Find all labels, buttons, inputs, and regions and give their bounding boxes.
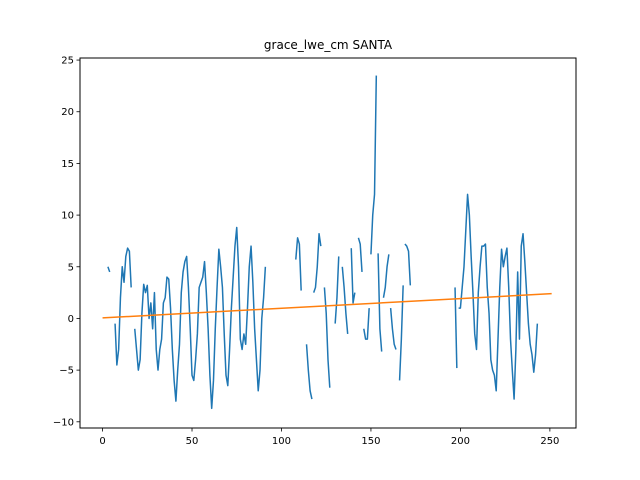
series-line-segment-5	[312, 232, 322, 293]
x-tick-label: 0	[99, 436, 105, 447]
y-tick-label: 10	[61, 211, 74, 222]
series-line-segment-10	[357, 237, 363, 272]
series-line-segment-2	[134, 226, 267, 410]
series-line-segment-12	[370, 75, 378, 255]
x-tick-label: 100	[272, 436, 291, 447]
y-axis: −10 −5 0 5 10 15 20 25	[53, 56, 80, 428]
x-tick-label: 50	[186, 436, 199, 447]
series-layer	[102, 75, 552, 410]
series-line-segment-19	[458, 193, 539, 400]
series-line-segment-13	[377, 253, 383, 352]
y-tick-label: 0	[68, 314, 74, 325]
series-line-segment-0	[107, 266, 111, 273]
x-tick-label: 150	[361, 436, 380, 447]
y-tick-label: 5	[68, 262, 74, 273]
series-line-segment-16	[398, 285, 404, 381]
series-line-segment-15	[389, 308, 397, 350]
series-line-segment-14	[382, 254, 390, 298]
plot-area-frame	[79, 57, 577, 429]
series-line-segment-1	[114, 247, 132, 366]
series-line-segment-9	[350, 248, 356, 304]
y-tick-label: 15	[61, 159, 74, 170]
x-tick-label: 200	[451, 436, 470, 447]
series-line-segment-6	[323, 287, 331, 388]
series-line-segment-7	[334, 256, 340, 324]
x-tick-label: 250	[540, 436, 559, 447]
y-tick-label: 25	[61, 56, 74, 67]
y-tick-label: 20	[61, 107, 74, 118]
series-line-segment-8	[341, 266, 349, 335]
y-tick-label: −10	[53, 417, 74, 428]
series-line-segment-18	[454, 287, 458, 369]
trend-line	[102, 292, 552, 319]
y-tick-label: −5	[59, 366, 74, 377]
series-line-segment-4	[305, 344, 313, 400]
series-line-segment-11	[363, 308, 370, 340]
series-line-segment-17	[404, 243, 412, 286]
series-line-segment-3	[295, 237, 302, 291]
chart-title: grace_lwe_cm SANTA	[264, 38, 393, 52]
x-axis: 0 50 100 150 200 250	[99, 428, 559, 447]
